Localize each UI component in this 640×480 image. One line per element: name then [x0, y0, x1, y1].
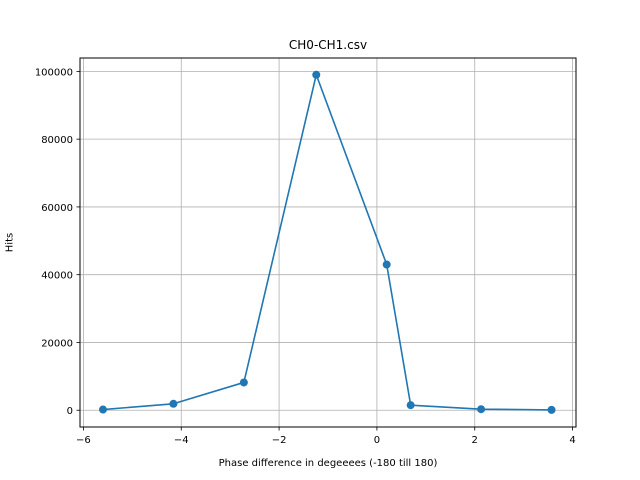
data-point	[312, 70, 321, 79]
series-line	[102, 73, 552, 411]
y-axis-ticks: 0 20000 40000 60000 80000 100000	[35, 67, 80, 417]
data-series	[98, 70, 556, 414]
y-tick-label: 60000	[41, 203, 73, 214]
chart-title: CH0-CH1.csv	[289, 38, 367, 52]
x-tick-label: −2	[272, 435, 287, 446]
grid-lines	[80, 58, 576, 427]
x-tick-label: 2	[472, 435, 478, 446]
data-point	[239, 378, 248, 387]
data-point	[382, 260, 391, 269]
x-axis-label: Phase difference in degeeees (-180 till …	[219, 458, 438, 469]
data-point	[169, 399, 178, 408]
plot-frame	[79, 57, 577, 428]
y-axis-label: Hits	[5, 233, 16, 252]
x-tick-label: −4	[174, 435, 189, 446]
x-tick-label: 4	[569, 435, 575, 446]
y-tick-label: 0	[67, 406, 73, 417]
y-tick-label: 80000	[41, 135, 73, 146]
data-point	[406, 401, 415, 410]
y-tick-label: 20000	[41, 338, 73, 349]
data-point	[477, 405, 486, 414]
x-tick-label: −6	[76, 435, 91, 446]
y-tick-label: 100000	[35, 67, 73, 78]
x-axis-ticks: −6 −4 −2 0 2 4	[76, 427, 576, 446]
data-point	[98, 405, 107, 414]
x-tick-label: 0	[374, 435, 380, 446]
data-point	[547, 405, 556, 414]
y-tick-label: 40000	[41, 271, 73, 282]
